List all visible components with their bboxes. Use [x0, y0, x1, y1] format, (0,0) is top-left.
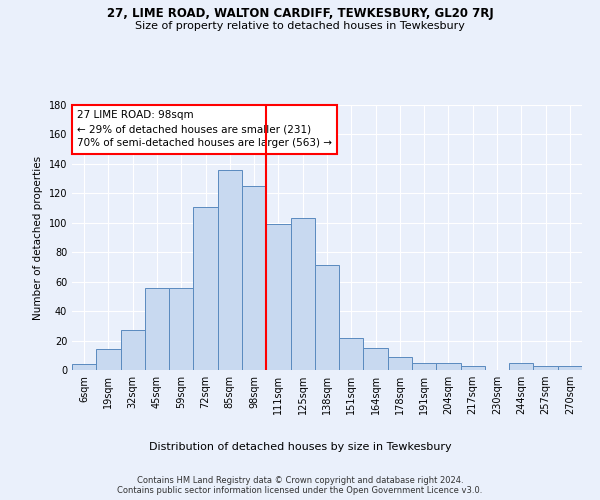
Bar: [193, 206, 218, 370]
Bar: [558, 366, 582, 370]
Bar: [145, 288, 169, 370]
Bar: [169, 288, 193, 370]
Bar: [218, 170, 242, 370]
Y-axis label: Number of detached properties: Number of detached properties: [33, 156, 43, 320]
Text: 27 LIME ROAD: 98sqm
← 29% of detached houses are smaller (231)
70% of semi-detac: 27 LIME ROAD: 98sqm ← 29% of detached ho…: [77, 110, 332, 148]
Bar: [412, 362, 436, 370]
Bar: [290, 218, 315, 370]
Bar: [533, 366, 558, 370]
Bar: [461, 366, 485, 370]
Text: Size of property relative to detached houses in Tewkesbury: Size of property relative to detached ho…: [135, 21, 465, 31]
Bar: [315, 266, 339, 370]
Bar: [242, 186, 266, 370]
Text: 27, LIME ROAD, WALTON CARDIFF, TEWKESBURY, GL20 7RJ: 27, LIME ROAD, WALTON CARDIFF, TEWKESBUR…: [107, 8, 493, 20]
Bar: [509, 362, 533, 370]
Bar: [364, 348, 388, 370]
Bar: [436, 362, 461, 370]
Bar: [388, 357, 412, 370]
Text: Distribution of detached houses by size in Tewkesbury: Distribution of detached houses by size …: [149, 442, 451, 452]
Bar: [72, 364, 96, 370]
Bar: [96, 350, 121, 370]
Bar: [266, 224, 290, 370]
Bar: [121, 330, 145, 370]
Text: Contains HM Land Registry data © Crown copyright and database right 2024.
Contai: Contains HM Land Registry data © Crown c…: [118, 476, 482, 495]
Bar: [339, 338, 364, 370]
